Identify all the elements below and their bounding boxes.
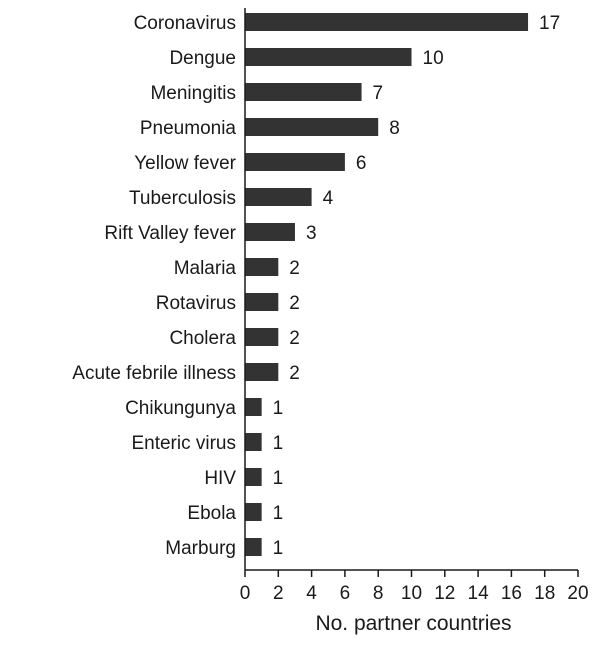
bars <box>245 13 529 556</box>
bar <box>245 258 279 276</box>
x-tick-label: 2 <box>273 583 284 604</box>
bar <box>245 13 529 31</box>
x-tick-label: 4 <box>306 583 317 604</box>
x-tick-label: 10 <box>401 583 422 604</box>
bar <box>245 48 412 66</box>
category-label: Pneumonia <box>140 118 237 139</box>
value-label: 17 <box>539 13 560 34</box>
value-label: 2 <box>289 258 300 279</box>
category-label: Meningitis <box>150 83 236 104</box>
category-label: Coronavirus <box>134 13 236 34</box>
x-tick-label: 0 <box>240 583 251 604</box>
value-label: 1 <box>273 433 284 454</box>
x-axis-title: No. partner countries <box>315 612 511 635</box>
value-label: 1 <box>273 398 284 419</box>
x-tick-label: 20 <box>567 583 588 604</box>
bar <box>245 363 279 381</box>
category-label: Cholera <box>169 328 236 349</box>
value-label: 1 <box>273 468 284 489</box>
category-label: Marburg <box>165 538 236 559</box>
category-label: Chikungunya <box>125 398 236 419</box>
category-label: Enteric virus <box>131 433 236 454</box>
value-label: 1 <box>273 538 284 559</box>
value-label: 8 <box>389 118 400 139</box>
category-label: Yellow fever <box>134 153 236 174</box>
category-label: Rift Valley fever <box>104 223 236 244</box>
value-label: 2 <box>289 293 300 314</box>
category-label: Malaria <box>174 258 237 279</box>
bar <box>245 223 295 241</box>
x-ticks: 0 2 4 6 8 10 12 14 16 18 20 <box>240 570 589 604</box>
bar <box>245 188 312 206</box>
bar <box>245 398 262 416</box>
x-tick-label: 16 <box>501 583 522 604</box>
value-label: 4 <box>323 188 334 209</box>
x-tick-label: 14 <box>468 583 490 604</box>
bar <box>245 293 279 311</box>
bar <box>245 153 345 171</box>
value-label: 10 <box>423 48 444 69</box>
bar <box>245 83 362 101</box>
value-label: 6 <box>356 153 367 174</box>
value-label: 1 <box>273 503 284 524</box>
bar <box>245 118 379 136</box>
x-tick-label: 8 <box>373 583 384 604</box>
category-label: Tuberculosis <box>129 188 236 209</box>
category-label: Rotavirus <box>156 293 236 314</box>
value-label: 7 <box>373 83 384 104</box>
category-labels: Coronavirus Dengue Meningitis Pneumonia Yell… <box>72 13 236 559</box>
category-label: HIV <box>204 468 236 489</box>
category-label: Acute febrile illness <box>72 363 236 384</box>
x-tick-label: 18 <box>534 583 555 604</box>
category-label: Ebola <box>187 503 236 524</box>
bar <box>245 503 262 521</box>
value-label: 2 <box>289 363 300 384</box>
bar <box>245 328 279 346</box>
x-tick-label: 6 <box>340 583 351 604</box>
value-label: 3 <box>306 223 317 244</box>
bar <box>245 468 262 486</box>
x-tick-label: 12 <box>434 583 455 604</box>
value-label: 2 <box>289 328 300 349</box>
bar <box>245 433 262 451</box>
bar <box>245 538 262 556</box>
category-label: Dengue <box>169 48 236 69</box>
